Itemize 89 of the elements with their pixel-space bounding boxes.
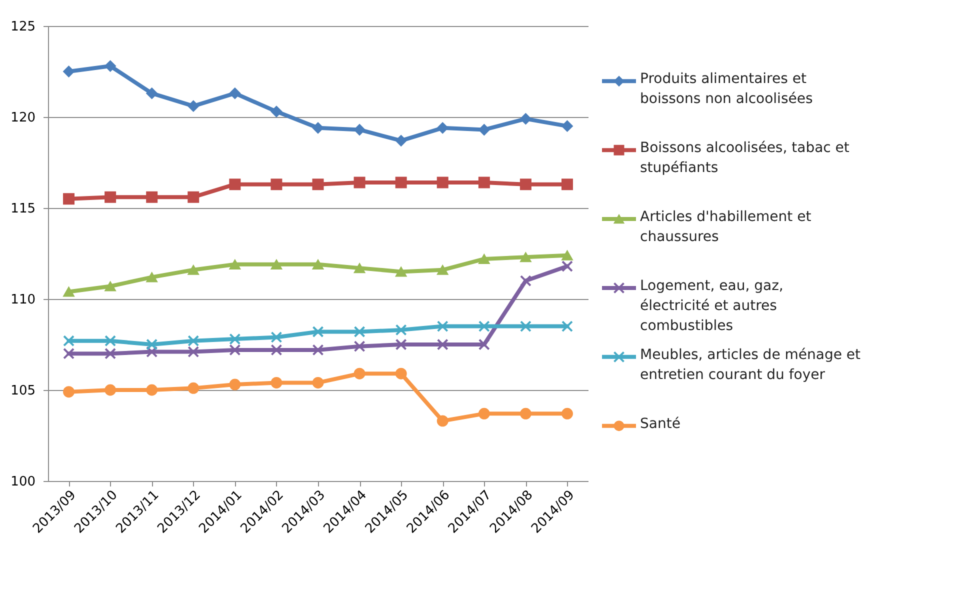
point xyxy=(436,415,448,427)
point xyxy=(270,106,282,118)
legend-label: Logement, eau, gaz, électricité et autres combustibles xyxy=(640,278,784,334)
point xyxy=(270,344,282,356)
point xyxy=(188,191,200,203)
point xyxy=(561,320,573,332)
point xyxy=(312,178,324,190)
point xyxy=(188,382,200,394)
point xyxy=(520,275,532,287)
point xyxy=(229,178,241,190)
point xyxy=(146,346,158,358)
point xyxy=(63,335,75,347)
point xyxy=(354,368,366,380)
y-tick-label: 105 xyxy=(10,384,36,398)
point xyxy=(312,326,324,338)
point xyxy=(229,333,241,345)
point xyxy=(188,346,200,358)
point xyxy=(395,324,407,336)
point xyxy=(188,100,200,112)
legend-label: Boissons alcoolisées, tabac et stupéfiants xyxy=(640,140,850,176)
point xyxy=(354,326,366,338)
point xyxy=(104,281,116,292)
point xyxy=(146,338,158,350)
point xyxy=(270,331,282,343)
point xyxy=(146,384,158,396)
point xyxy=(354,176,366,188)
point xyxy=(436,264,448,275)
y-tick-label: 100 xyxy=(10,474,36,490)
point xyxy=(520,178,532,190)
point xyxy=(229,378,241,390)
point xyxy=(270,259,282,270)
point xyxy=(354,124,366,136)
point xyxy=(561,260,573,272)
y-tick-label: 115 xyxy=(10,202,36,216)
point xyxy=(63,66,75,78)
point xyxy=(478,338,490,350)
point xyxy=(520,113,532,125)
point xyxy=(229,88,241,100)
point xyxy=(478,320,490,332)
point xyxy=(146,272,158,282)
point xyxy=(63,348,75,360)
point xyxy=(561,120,573,132)
point xyxy=(561,250,573,260)
point xyxy=(395,368,407,380)
point xyxy=(395,266,407,277)
point xyxy=(520,320,532,332)
point xyxy=(104,348,116,360)
point xyxy=(146,88,158,100)
point xyxy=(63,386,75,398)
point xyxy=(436,338,448,350)
point xyxy=(395,338,407,350)
point xyxy=(312,344,324,356)
point xyxy=(436,122,448,134)
point xyxy=(146,191,158,203)
point xyxy=(104,191,116,203)
point xyxy=(354,263,366,274)
point xyxy=(312,376,324,388)
point xyxy=(104,384,116,396)
point xyxy=(188,335,200,347)
point xyxy=(354,340,366,352)
point xyxy=(478,408,490,420)
point xyxy=(520,252,532,262)
point xyxy=(104,60,116,72)
point xyxy=(520,408,532,420)
point xyxy=(229,344,241,356)
point xyxy=(436,176,448,188)
point xyxy=(312,259,324,270)
y-tick-label: 120 xyxy=(10,110,36,126)
y-tick-label: 110 xyxy=(10,292,36,308)
y-tick-label: 125 xyxy=(10,20,36,34)
point xyxy=(63,193,75,205)
legend-label: Santé xyxy=(640,416,680,432)
point xyxy=(188,264,200,275)
point xyxy=(104,335,116,347)
legend-label: Articles d'habillement et chaussures xyxy=(640,209,812,246)
point xyxy=(395,176,407,188)
point xyxy=(561,178,573,190)
point xyxy=(312,122,324,134)
point xyxy=(478,176,490,188)
point xyxy=(63,286,75,297)
point xyxy=(270,178,282,190)
point xyxy=(270,376,282,388)
point xyxy=(395,134,407,146)
point xyxy=(436,320,448,332)
legend-label: Produits alimentaires et boissons non alcoolisées xyxy=(640,71,813,108)
legend-label: Meubles, articles de ménage et entretien courant du foyer xyxy=(640,346,862,383)
point xyxy=(229,259,241,270)
point xyxy=(561,408,573,420)
point xyxy=(478,254,490,264)
